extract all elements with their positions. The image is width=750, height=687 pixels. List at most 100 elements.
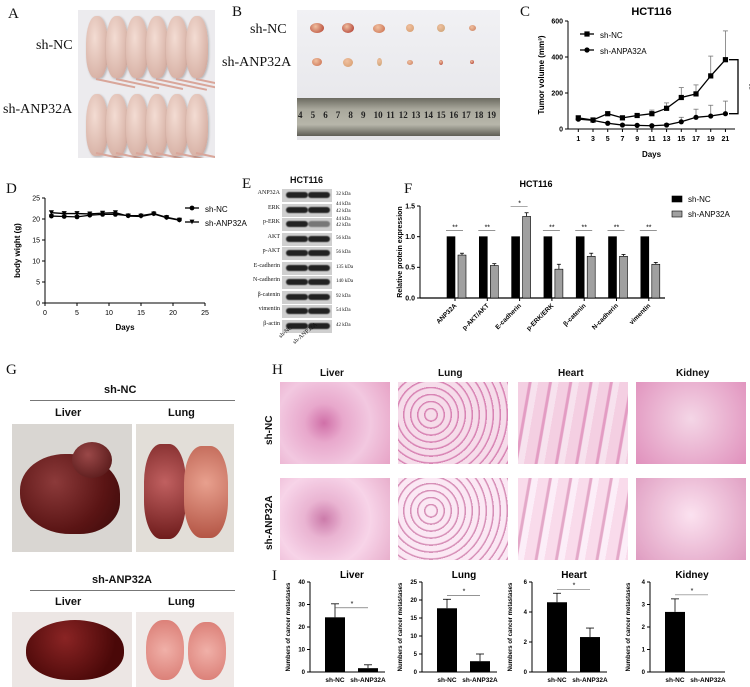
group-label-sh-nc: sh-NC — [36, 38, 73, 53]
y-tick-label: 1 — [642, 648, 646, 654]
legend-swatch — [671, 210, 683, 218]
panel-label-b: B — [232, 4, 243, 20]
y-tick-label: 3 — [642, 603, 646, 609]
x-tick-label: 7 — [620, 136, 624, 143]
legend-label: sh-NC — [688, 195, 711, 204]
legend-label: sh-NC — [205, 205, 228, 214]
ruler: 4567891011121314151617181920 — [297, 98, 500, 136]
mouse — [166, 16, 188, 78]
y-tick-label: 4 — [642, 580, 646, 586]
mouse — [106, 16, 128, 78]
legend-label: sh-ANP32A — [688, 210, 730, 219]
panel-label-a: A — [8, 6, 19, 22]
histology-image — [280, 382, 390, 464]
x-tick-label: 25 — [201, 310, 209, 317]
bar-sh-nc — [575, 236, 585, 299]
x-tick-label: β-catenin — [562, 302, 587, 327]
data-point — [634, 112, 640, 119]
mouse — [186, 94, 208, 156]
ruler-number: 10 — [373, 110, 383, 120]
bar-sh-nc — [437, 608, 457, 672]
histology-column-label: Heart — [558, 368, 584, 379]
g-organ-liver-bottom: Liver — [55, 596, 82, 608]
y-tick-label: 0 — [36, 300, 40, 307]
y-tick-label: 10 — [298, 648, 305, 654]
tumor-row-label-sh-anp32a: sh-ANP32A — [222, 55, 292, 70]
y-tick-label: 4 — [524, 610, 528, 616]
bar-sh-anp32a — [586, 255, 596, 299]
blot-band — [286, 250, 308, 256]
blot-band-row — [282, 305, 332, 318]
g-group-sh-nc: sh-NC — [104, 384, 137, 396]
tumor — [342, 23, 354, 33]
y-tick-label: 1.0 — [405, 234, 415, 241]
significance-label: ** — [744, 84, 750, 90]
data-point — [722, 111, 729, 117]
blot-kda-label: 54 kDa — [336, 308, 351, 313]
x-tick-label: 1 — [576, 136, 580, 143]
y-tick-label: 0 — [302, 670, 306, 676]
mouse — [146, 16, 168, 78]
blot-band — [308, 308, 330, 314]
y-tick-label: 25 — [410, 580, 417, 586]
blot-band-row — [282, 319, 332, 333]
bar-sh-anp32a — [580, 637, 600, 672]
data-point — [164, 215, 169, 221]
ruler-number: 15 — [436, 110, 446, 120]
data-point — [649, 111, 655, 117]
blot-band-row — [282, 203, 332, 217]
g-organ-lung-top: Lung — [168, 407, 195, 419]
chart-title: HCT116 — [631, 6, 671, 18]
histology-image — [518, 382, 628, 464]
tumor-photo: 4567891011121314151617181920 — [297, 10, 500, 140]
data-point — [634, 122, 640, 128]
ruler-number: 9 — [361, 110, 366, 120]
mice-photo — [78, 10, 215, 158]
blot-band — [286, 279, 308, 285]
panel-label-e: E — [242, 176, 252, 192]
bar-sh-anp32a — [522, 216, 531, 299]
x-tick-label: sh-ANP32A — [462, 677, 498, 684]
legend-marker — [189, 205, 195, 211]
significance-label: ** — [646, 225, 652, 232]
y-tick-label: 1.5 — [405, 203, 415, 210]
y-tick-label: 25 — [32, 195, 40, 202]
significance-label: ** — [452, 225, 458, 232]
bar-sh-anp32a — [470, 661, 490, 672]
bar-sh-nc — [640, 236, 650, 299]
bar-sh-nc — [608, 236, 617, 299]
blot-band — [286, 235, 308, 242]
y-tick-label: 0.0 — [405, 295, 415, 302]
y-axis-label: Tumor volume (mm³) — [537, 35, 546, 114]
blot-kda-label: 135 kDa — [336, 264, 354, 270]
blot-band — [308, 221, 330, 227]
metastasis-photos: sh-NC Liver Lung sh-ANP32A Liver Lung — [0, 360, 262, 687]
blot-kda-label: 56 kDa — [336, 250, 351, 255]
lung-photo-sh-nc — [136, 424, 234, 552]
x-axis-label: Days — [642, 150, 662, 159]
y-tick-label: 20 — [32, 216, 40, 223]
data-point — [619, 115, 626, 121]
significance-label: * — [691, 588, 694, 595]
y-tick-label: 400 — [551, 54, 563, 61]
blot-row-label: β-catenin — [257, 291, 280, 298]
blot-band — [286, 192, 308, 198]
data-point — [693, 114, 699, 120]
legend-label: sh-NC — [600, 31, 623, 40]
significance-label: * — [518, 201, 521, 208]
x-tick-label: 5 — [606, 136, 610, 143]
x-tick-label: vimentin — [628, 302, 652, 326]
blot-band — [308, 322, 330, 329]
bar-sh-anp32a — [457, 254, 467, 299]
y-tick-label: 2 — [524, 640, 528, 646]
legend-marker — [584, 47, 590, 53]
chart-title: HCT116 — [519, 179, 552, 189]
liver-photo-sh-nc — [12, 424, 132, 552]
blot-kda-label: 92 kDa — [336, 293, 351, 299]
ruler-number: 6 — [323, 110, 328, 120]
legend-marker — [189, 219, 195, 225]
ruler-number: 4 — [298, 110, 303, 120]
liver-photo-sh-anp32a — [12, 612, 132, 687]
blot-row-label: N-cadherin — [253, 277, 280, 283]
